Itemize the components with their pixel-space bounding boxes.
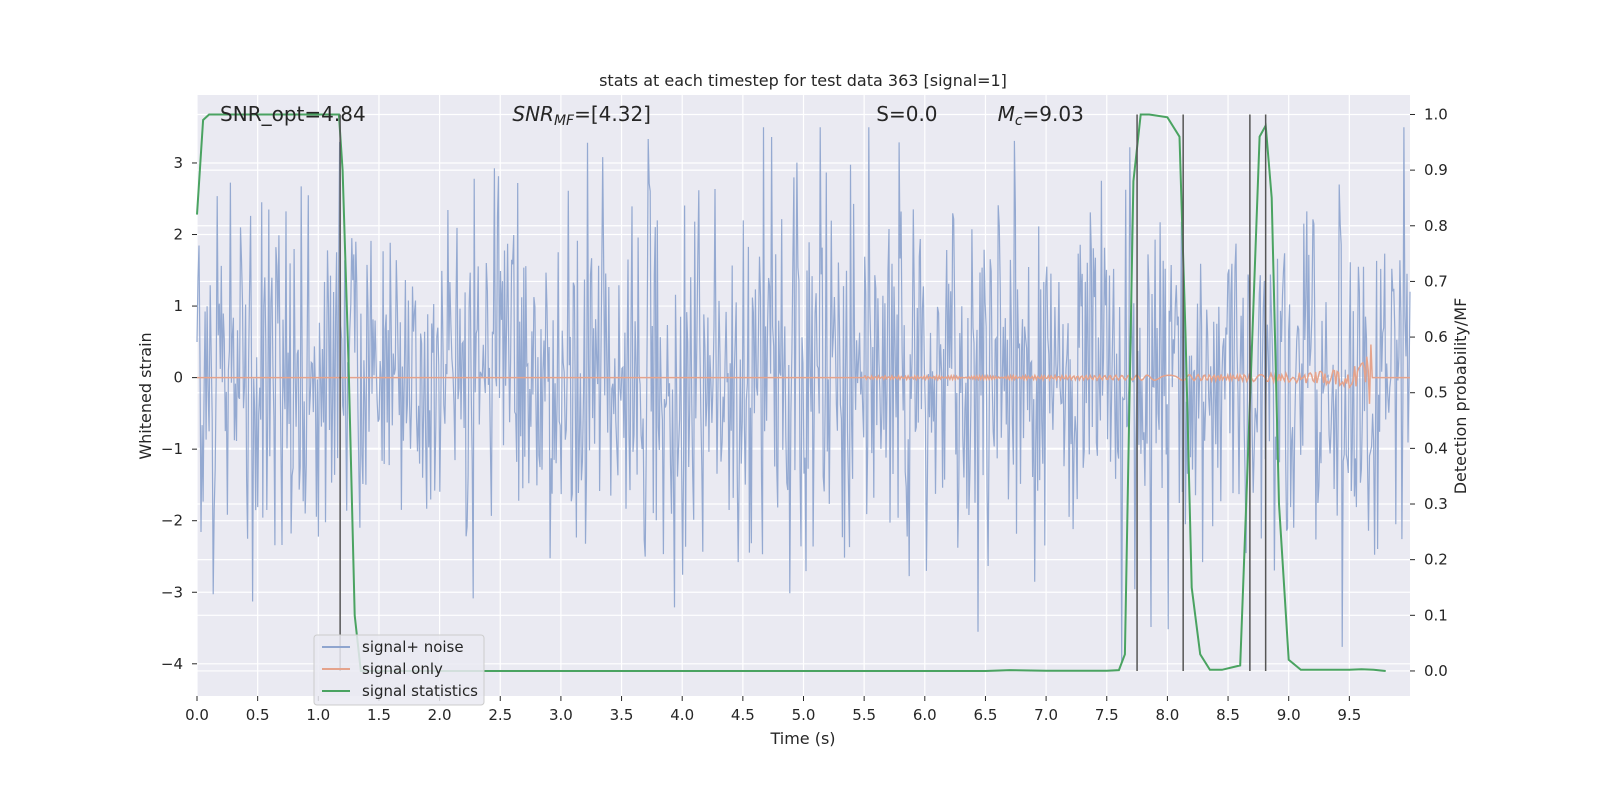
- signal-only-line: [197, 344, 1410, 404]
- x-tick-label: 4.5: [731, 706, 755, 724]
- signal-noise-series: [196, 127, 1411, 663]
- x-tick-label: 4.0: [670, 706, 694, 724]
- x-axis-label: Time (s): [769, 729, 835, 748]
- y-tick-label: 2: [173, 226, 183, 244]
- x-tick-label: 8.0: [1155, 706, 1179, 724]
- x-tick-label: 2.0: [428, 706, 452, 724]
- x-tick-label: 0.0: [185, 706, 209, 724]
- x-tick-label: 5.0: [792, 706, 816, 724]
- x-tick-label: 1.0: [306, 706, 330, 724]
- chart-title: stats at each timestep for test data 363…: [599, 71, 1007, 90]
- annotation-text: SNRMF=[4.32]: [512, 102, 651, 129]
- x-tick-label: 5.5: [852, 706, 876, 724]
- y2-tick-label: 0.1: [1424, 606, 1448, 624]
- y2-tick-label: 0.5: [1424, 384, 1448, 402]
- y2-axis-label: Detection probability/MF: [1451, 298, 1470, 495]
- x-tick-label: 2.5: [488, 706, 512, 724]
- signal-noise-line: [196, 127, 1411, 663]
- annotations: SNR_opt=4.84 SNRMF=[4.32] S=0.0 Mc=9.03: [220, 102, 1084, 129]
- legend-label-signal-only: signal only: [362, 660, 443, 678]
- x-tick-label: 0.5: [246, 706, 270, 724]
- y-axis-label: Whitened strain: [136, 332, 155, 459]
- legend-label-signal-noise: signal+ noise: [362, 638, 464, 656]
- x-tick-label: 3.0: [549, 706, 573, 724]
- detection-vertical-lines: [339, 114, 1267, 671]
- y2-tick-label: 1.0: [1424, 105, 1448, 123]
- legend: signal+ noise signal only signal statist…: [313, 634, 485, 706]
- y2-tick-label: 0.6: [1424, 328, 1448, 346]
- legend-label-signal-statistics: signal statistics: [362, 682, 478, 700]
- y-tick-label: 1: [173, 297, 183, 315]
- y2-tick-label: 0.2: [1424, 551, 1448, 569]
- y2-tick-label: 0.9: [1424, 161, 1448, 179]
- x-tick-label: 9.5: [1337, 706, 1361, 724]
- x-tick-label: 6.0: [913, 706, 937, 724]
- y2-tick-label: 0.4: [1424, 439, 1448, 457]
- y2-tick-label: 0.0: [1424, 662, 1448, 680]
- y-tick-label: −3: [161, 583, 183, 601]
- x-tick-label: 9.0: [1277, 706, 1301, 724]
- y-tick-label: −4: [161, 655, 183, 673]
- annotation-text: SNR_opt=4.84: [220, 102, 366, 126]
- tick-labels: 0.0 0.5 1.0 1.5 2.0 2.5 3.0 3.5 4.0 4.5 5.0 5.5 6.0 6…: [161, 105, 1448, 724]
- annotation-text: S=0.0: [876, 102, 937, 126]
- x-tick-label: 7.0: [1034, 706, 1058, 724]
- y2-tick-label: 0.7: [1424, 272, 1448, 290]
- legend-box: [313, 634, 485, 706]
- x-tick-label: 8.5: [1216, 706, 1240, 724]
- y2-tick-label: 0.3: [1424, 495, 1448, 513]
- x-tick-label: 1.5: [367, 706, 391, 724]
- y2-tick-label: 0.8: [1424, 217, 1448, 235]
- y-tick-label: 0: [173, 369, 183, 387]
- signal-only-series: [197, 344, 1410, 404]
- y-tick-label: 3: [173, 154, 183, 172]
- annotation-text: Mc=9.03: [998, 102, 1084, 129]
- x-tick-label: 6.5: [974, 706, 998, 724]
- x-tick-label: 3.5: [610, 706, 634, 724]
- y-tick-label: −1: [161, 440, 183, 458]
- y-tick-label: −2: [161, 512, 183, 530]
- x-tick-label: 7.5: [1095, 706, 1119, 724]
